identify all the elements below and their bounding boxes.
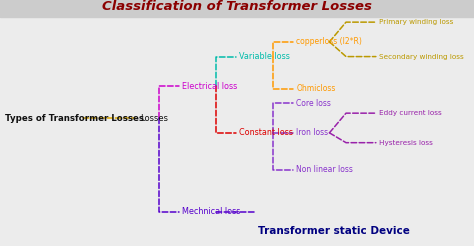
Text: Transformer static Device: Transformer static Device xyxy=(258,226,410,236)
Text: Losses: Losses xyxy=(140,114,168,123)
Text: Types of Transformer Losses: Types of Transformer Losses xyxy=(5,114,144,123)
Text: Constant loss: Constant loss xyxy=(239,128,293,137)
Text: Iron loss: Iron loss xyxy=(296,128,328,137)
Text: Core loss: Core loss xyxy=(296,99,331,108)
Text: Ohmicloss: Ohmicloss xyxy=(296,84,336,93)
Text: Non linear loss: Non linear loss xyxy=(296,165,353,174)
Text: Primary winding loss: Primary winding loss xyxy=(379,19,454,25)
Text: Eddy current loss: Eddy current loss xyxy=(379,110,442,116)
Text: Mechnical loss: Mechnical loss xyxy=(182,207,241,216)
Text: Hysteresis loss: Hysteresis loss xyxy=(379,140,433,146)
Text: Variable loss: Variable loss xyxy=(239,52,290,61)
Text: Secondary winding loss: Secondary winding loss xyxy=(379,54,464,60)
Text: copperloss (I2*R): copperloss (I2*R) xyxy=(296,37,362,46)
Bar xyxy=(0,0,474,17)
Text: Electrical loss: Electrical loss xyxy=(182,82,238,91)
Text: Classification of Transformer Losses: Classification of Transformer Losses xyxy=(102,0,372,13)
